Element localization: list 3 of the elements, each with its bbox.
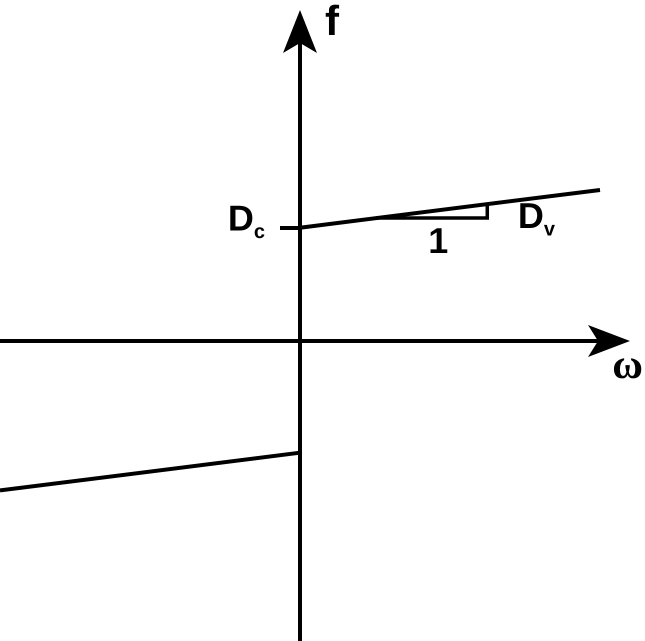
annotation: 1: [428, 220, 448, 262]
y-axis-title: f: [325, 0, 340, 44]
x-axis-title: ω: [612, 342, 644, 388]
